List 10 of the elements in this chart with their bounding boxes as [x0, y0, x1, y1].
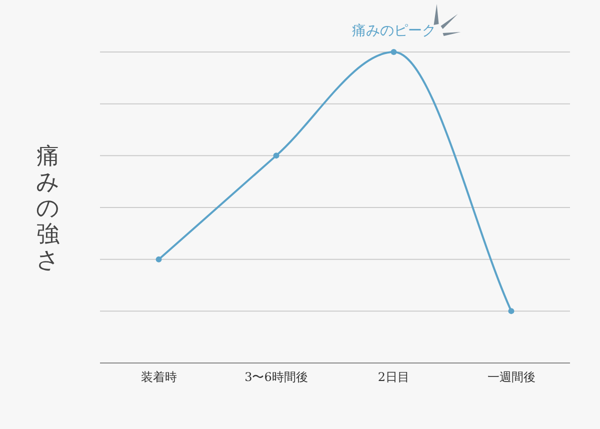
x-tick-label: 一週間後 [487, 370, 536, 384]
x-tick-label: 3〜6時間後 [244, 370, 308, 384]
x-tick-label: 2日目 [378, 370, 410, 384]
y-axis-title: 痛みの強さ [36, 144, 60, 274]
annotation: 痛みのピーク [352, 23, 436, 39]
point [273, 152, 280, 159]
point [156, 256, 162, 262]
x-tick-label: 装着時 [140, 370, 177, 384]
point [390, 49, 397, 55]
point [508, 308, 514, 314]
